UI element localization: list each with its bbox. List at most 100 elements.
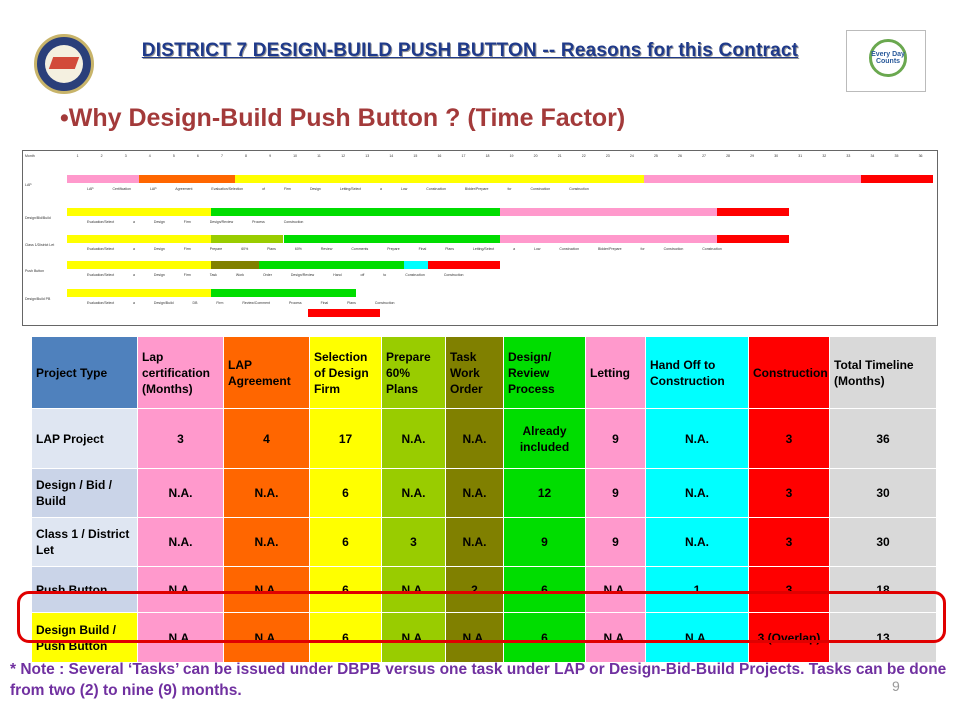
table-cell: 9 [585,468,646,518]
gantt-month-number: 22 [581,154,586,158]
gantt-row-note: Evaluation/Select a Design Firm Prepare … [87,247,722,251]
table-cell: 9 [585,517,646,567]
gantt-row-label: LAP [25,183,32,187]
gantt-bar [644,175,861,183]
gantt-month-number: 13 [365,154,370,158]
gantt-month-number: 26 [678,154,682,158]
table-cell: 6 [309,566,382,613]
gantt-month-number: 21 [557,154,562,158]
gantt-bar [211,289,356,297]
table-cell: N.A. [645,408,749,469]
table-cell: 17 [309,408,382,469]
table-header-cell: Hand Off to Construction [645,336,749,409]
gantt-bar [283,235,500,243]
slide-subtitle: •Why Design-Build Push Button ? (Time Fa… [60,104,626,132]
table-cell: 6 [309,468,382,518]
table-cell: 4 [223,408,310,469]
table-cell: 3 [748,468,830,518]
table-cell: 6 [503,612,586,663]
table-cell: 3 [137,408,224,469]
table-cell: N.A. [223,517,310,567]
gantt-month-number: 31 [798,154,803,158]
table-cell: N.A. [445,408,504,469]
table-header-cell: Total Timeline (Months) [829,336,937,409]
gantt-row-note: LAP Certification LAP Agreement Evaluati… [87,187,589,191]
table-cell: N.A. [585,566,646,613]
timeline-gantt-chart: Month 1 2 3 4 5 6 7 8 9 10 11 12 13 14 15 16 17 18 19 20 21 2… [22,150,938,326]
table-row: Class 1 / District Let N.A. N.A. 6 3 N.A. 9 9 N.… [31,517,937,567]
gantt-month-number: 4 [148,154,151,158]
gantt-month-number: 23 [605,154,610,158]
gantt-bar [403,261,428,269]
table-cell: 3 [381,517,446,567]
gantt-month-number: 14 [389,154,394,158]
table-cell: 6 [309,612,382,663]
gantt-month-number: 18 [485,154,490,158]
gantt-month-number: 1 [76,154,79,158]
gantt-bar [67,208,212,216]
gantt-month-number: 30 [774,154,779,158]
gantt-bar [139,175,236,183]
gantt-month-number: 8 [245,154,247,158]
table-cell: N.A. [585,612,646,663]
gantt-row-note: Evaluation/Select a Design Firm Design/R… [87,220,304,224]
table-cell: N.A. [445,517,504,567]
table-row: Design Build / Push Button N.A. N.A. 6 N.A. N… [31,612,937,663]
gantt-month-number: 15 [413,154,418,158]
table-cell: 9 [585,408,646,469]
gantt-row-label: Design/Bid/Build [25,216,51,220]
table-cell: 30 [829,468,937,518]
table-header-cell: Task Work Order [445,336,504,409]
table-cell: 12 [503,468,586,518]
table-row: LAP Project 3 4 17 N.A. N.A. Already included 9… [31,408,937,469]
table-cell: 1 [645,566,749,613]
table-cell: 36 [829,408,937,469]
table-row: Push Button N.A. N.A. 6 N.A. 2 6 N.A. 1 3 18 [31,566,937,613]
gantt-bar [307,309,380,317]
project-timeline-table: Project Type Lap certification (Months) LA… [31,336,937,663]
table-cell: N.A. [137,517,224,567]
gantt-month-number: 7 [220,154,223,158]
table-cell: N.A. [645,468,749,518]
row-project-type: LAP Project [31,408,138,469]
table-cell: 6 [309,517,382,567]
table-cell: N.A. [137,612,224,663]
table-header-cell: Project Type [31,336,138,409]
table-cell: N.A. [223,566,310,613]
gantt-bar [67,261,212,269]
gantt-month-number: 10 [293,154,298,158]
gantt-month-number: 25 [653,154,658,158]
gantt-month-number: 35 [894,154,899,158]
table-cell: 6 [503,566,586,613]
table-cell: 3 [748,517,830,567]
table-cell: 3 [748,408,830,469]
table-header-cell: LAP Agreement [223,336,310,409]
gantt-month-number: 28 [726,154,731,158]
gantt-bar [716,208,789,216]
table-cell: N.A. [381,612,446,663]
gantt-bar [211,235,284,243]
table-header-cell: Letting [585,336,646,409]
gantt-month-number: 34 [870,154,875,158]
gantt-month-number: 24 [629,154,634,158]
gantt-month-number: 19 [509,154,514,158]
table-header-cell: Lap certification (Months) [137,336,224,409]
footnote: * Note : Several ‘Tasks’ can be issued u… [10,661,947,699]
every-day-counts-logo: Every Day Counts [846,30,926,92]
table-cell: N.A. [645,517,749,567]
gantt-bar [235,175,645,183]
gantt-month-number: 6 [196,154,199,158]
table-cell: N.A. [445,468,504,518]
table-cell: N.A. [137,566,224,613]
gantt-bar [67,289,212,297]
gantt-row-label: Design/Build PB [25,297,51,301]
slide-title: DISTRICT 7 DESIGN-BUILD PUSH BUTTON -- R… [141,40,799,61]
table-header-cell: Prepare 60% Plans [381,336,446,409]
gantt-bar [860,175,933,183]
table-cell: N.A. [223,468,310,518]
gantt-month-number: 32 [822,154,827,158]
table-header-cell: Selection of Design Firm [309,336,382,409]
gantt-month-number: 36 [918,154,923,158]
gantt-row-label: Class 1/District Let [25,243,55,247]
row-project-type: Push Button [31,566,138,613]
